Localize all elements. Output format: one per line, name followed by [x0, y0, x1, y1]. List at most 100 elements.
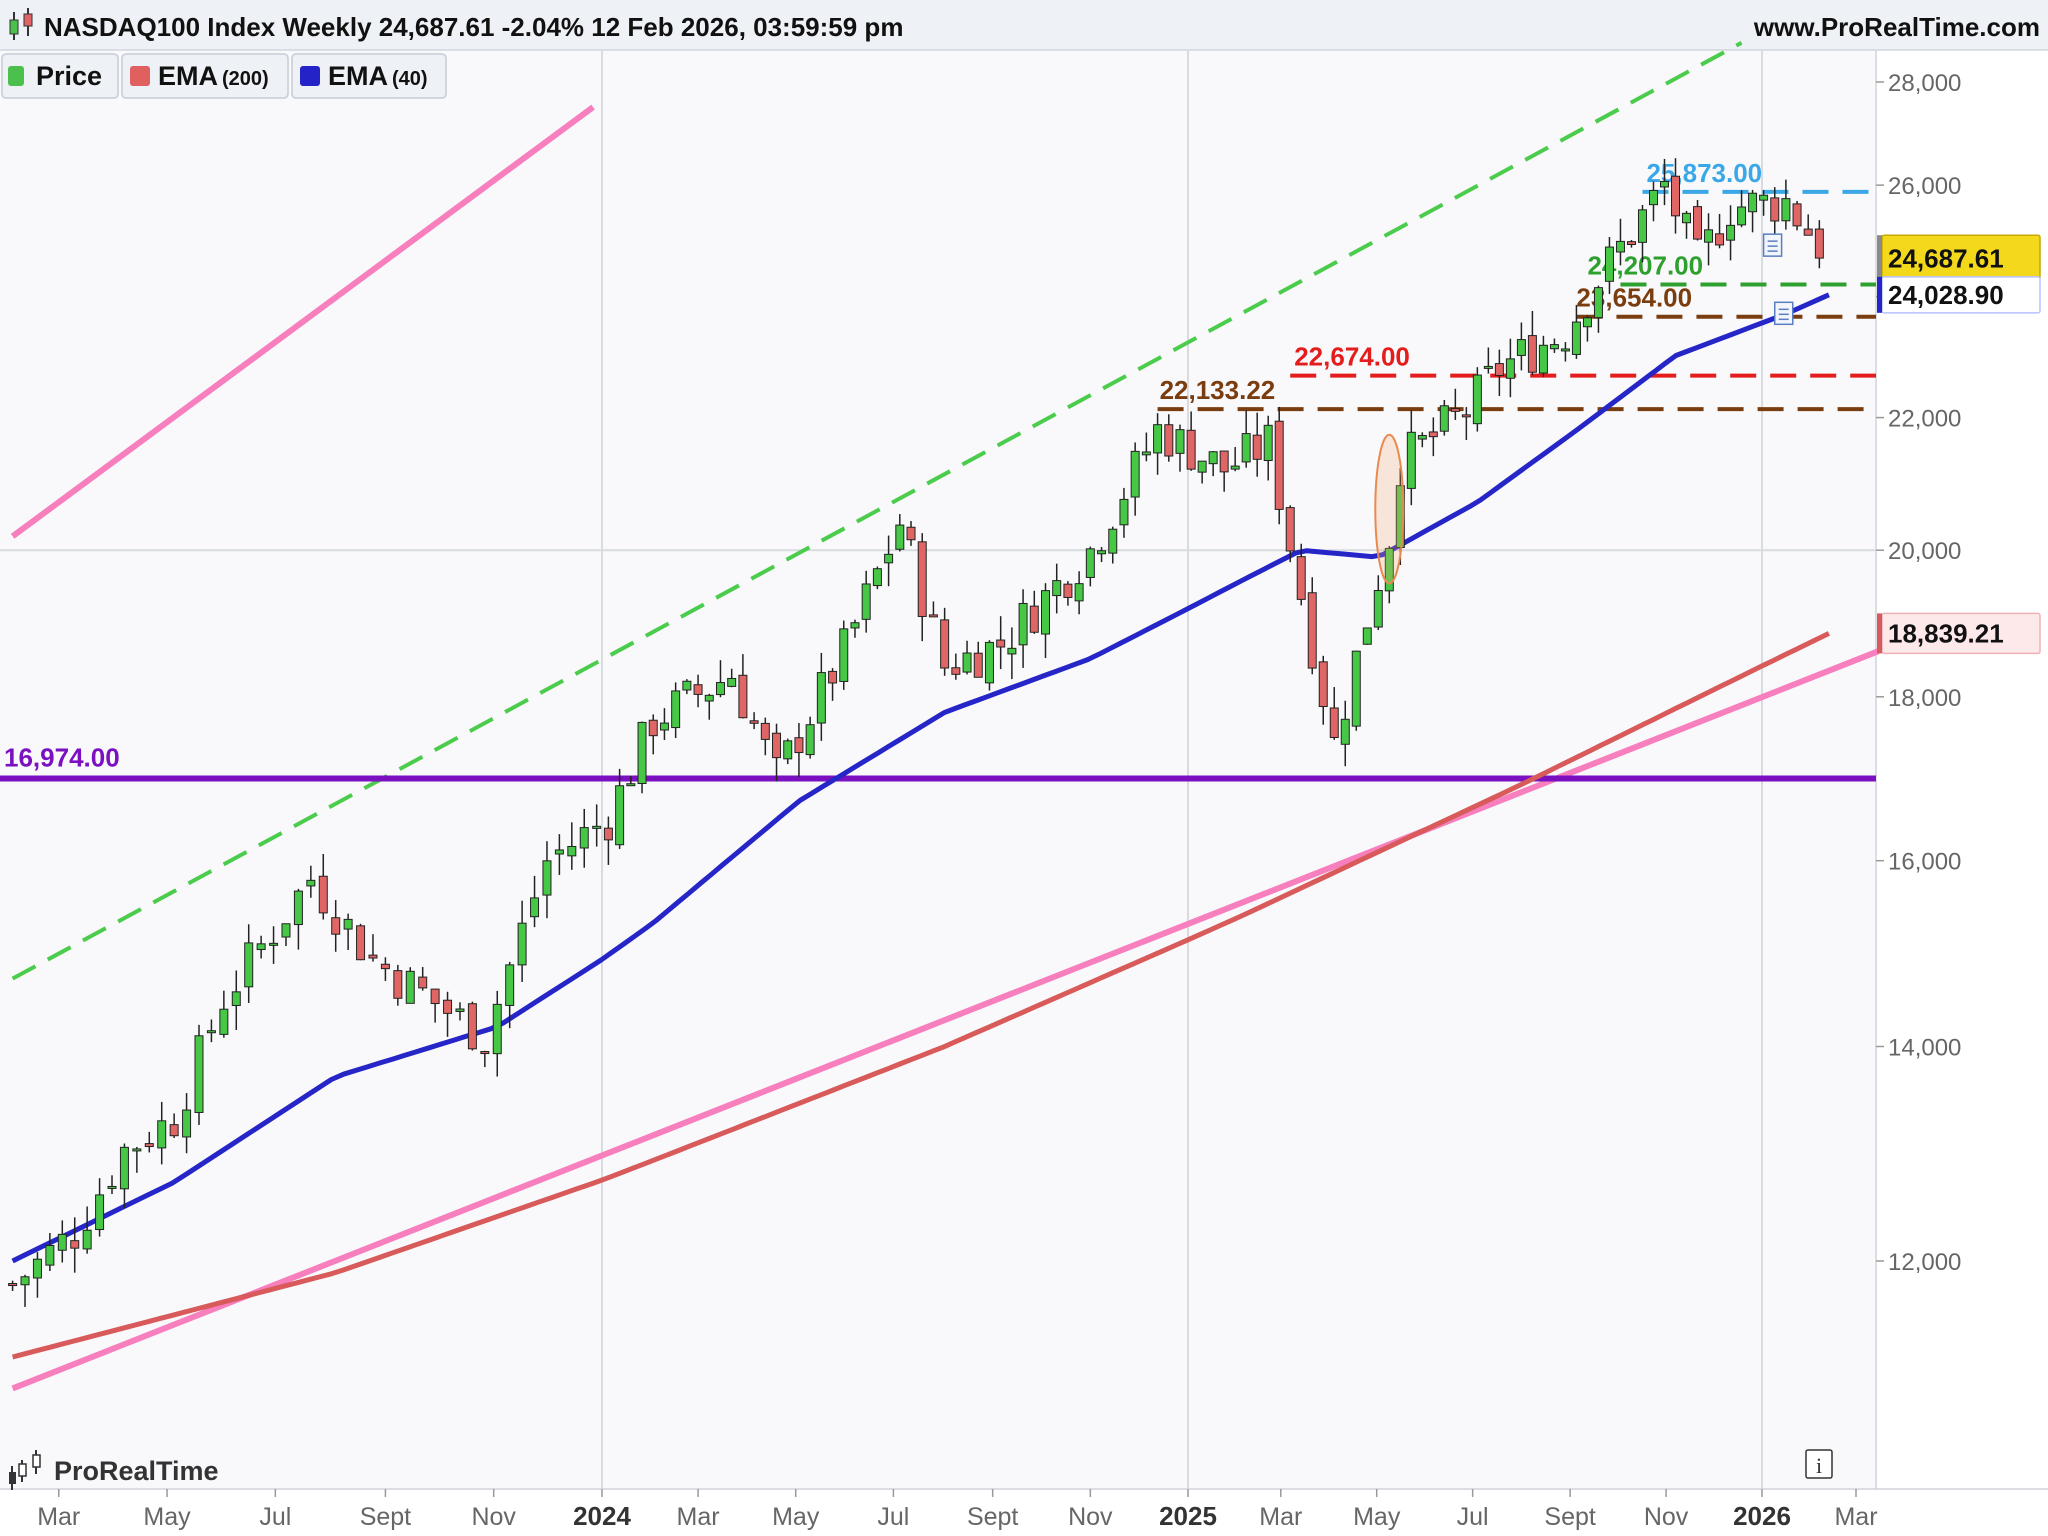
candle-body [951, 667, 961, 675]
candle-body [626, 783, 636, 787]
candle-body [1274, 420, 1284, 510]
candle-body [917, 541, 927, 617]
candle-body [996, 639, 1006, 648]
candle-body [1340, 718, 1350, 745]
candle-body [1516, 339, 1526, 356]
candle [1219, 450, 1229, 492]
candle-body [1362, 627, 1372, 645]
candle [917, 533, 927, 642]
candle [567, 822, 577, 870]
candle [1527, 310, 1537, 376]
last-price-tag[interactable]: 24,687.61 [1877, 234, 2041, 280]
candle [505, 961, 515, 1029]
candle [1164, 414, 1174, 462]
candle [671, 682, 681, 739]
candle [1637, 204, 1647, 263]
candle-body [1296, 556, 1306, 600]
candle [648, 714, 658, 755]
candle-body [1472, 374, 1482, 425]
candle-body [1571, 321, 1581, 355]
candle-body [530, 897, 540, 918]
candle-icon[interactable] [9, 8, 33, 40]
candle-body [884, 553, 894, 564]
plot-area[interactable] [0, 51, 1876, 1489]
candle-body [1671, 175, 1681, 217]
ema-lines [11, 292, 1831, 1360]
candle-body [1351, 650, 1361, 727]
note-icon[interactable] [1762, 233, 1783, 257]
candle [1549, 338, 1559, 353]
ema40-price-tag[interactable]: 24,028.90 [1877, 276, 2041, 314]
candle-body [1626, 241, 1636, 245]
candle-body [269, 942, 279, 946]
candle [182, 1093, 192, 1154]
note-icon-page [1762, 233, 1783, 257]
ema200-price-tag[interactable]: 18,839.21 [1877, 612, 2041, 655]
candle-body [850, 622, 860, 629]
candle-body [1197, 460, 1207, 473]
candle-body [615, 785, 625, 846]
legend-ema40[interactable]: EMA (40) [291, 53, 447, 99]
candle-body [1648, 189, 1658, 206]
candle-body [244, 942, 254, 988]
candle [1384, 546, 1394, 604]
candle-body [1164, 424, 1174, 457]
candle [615, 768, 625, 849]
legend-price[interactable]: Price [1, 53, 119, 99]
candle-body [704, 694, 714, 702]
candle-body [119, 1146, 129, 1190]
candle-body [1659, 180, 1669, 188]
candle [380, 957, 390, 981]
candle-body [1063, 583, 1073, 598]
ema40-line [11, 292, 1830, 1264]
candle [659, 708, 669, 740]
candle [269, 926, 279, 964]
candle [82, 1206, 92, 1254]
candle [256, 935, 266, 959]
price-levels: 16,974.0022,133.2222,674.0025,873.0024,2… [0, 158, 1876, 782]
candle-body [1263, 424, 1273, 462]
y-tick-label: 28,000 [1888, 70, 1961, 97]
candle-body [783, 740, 793, 760]
candle-body [1715, 233, 1725, 246]
site-url[interactable]: www.ProRealTime.com [1753, 12, 2040, 42]
candle-body [1770, 197, 1780, 222]
candle [467, 1001, 477, 1051]
note-icon[interactable] [1773, 301, 1794, 326]
candle [1571, 304, 1581, 359]
candle [244, 924, 254, 1003]
candle-body [637, 721, 647, 785]
info-button[interactable]: i [1805, 1449, 1833, 1479]
candle [1659, 158, 1669, 206]
candle [1615, 218, 1625, 266]
candle-body [20, 1276, 30, 1286]
candle [682, 679, 692, 695]
x-tick-label: Mar [37, 1503, 80, 1531]
candle-body [1483, 365, 1493, 369]
candle [1671, 158, 1681, 234]
candle-body [542, 860, 552, 896]
candle-body [1186, 429, 1196, 470]
candle-body [182, 1109, 192, 1138]
channel-trendline-0 [10, 104, 595, 539]
candle [1130, 442, 1140, 516]
candle-body [1252, 434, 1262, 460]
candle [530, 875, 540, 928]
x-tick-label: Jul [877, 1503, 909, 1531]
candle [157, 1101, 167, 1165]
candle-body [405, 970, 415, 1004]
level-24207-label: 24,207.00 [1587, 251, 1703, 281]
candle [517, 900, 527, 982]
candle [1041, 583, 1051, 659]
candle [480, 1050, 490, 1068]
candle-body [1693, 206, 1703, 240]
legend-ema200[interactable]: EMA (200) [121, 53, 289, 99]
x-tick-label: Sept [967, 1503, 1018, 1531]
candle-body [1814, 228, 1824, 259]
x-tick-label: Jul [1457, 1503, 1489, 1531]
candle [20, 1274, 30, 1307]
candle [872, 566, 882, 590]
legend: Price EMA (200) EMA (40) [1, 53, 447, 99]
candle-body [940, 619, 950, 669]
candle-body [895, 524, 905, 550]
